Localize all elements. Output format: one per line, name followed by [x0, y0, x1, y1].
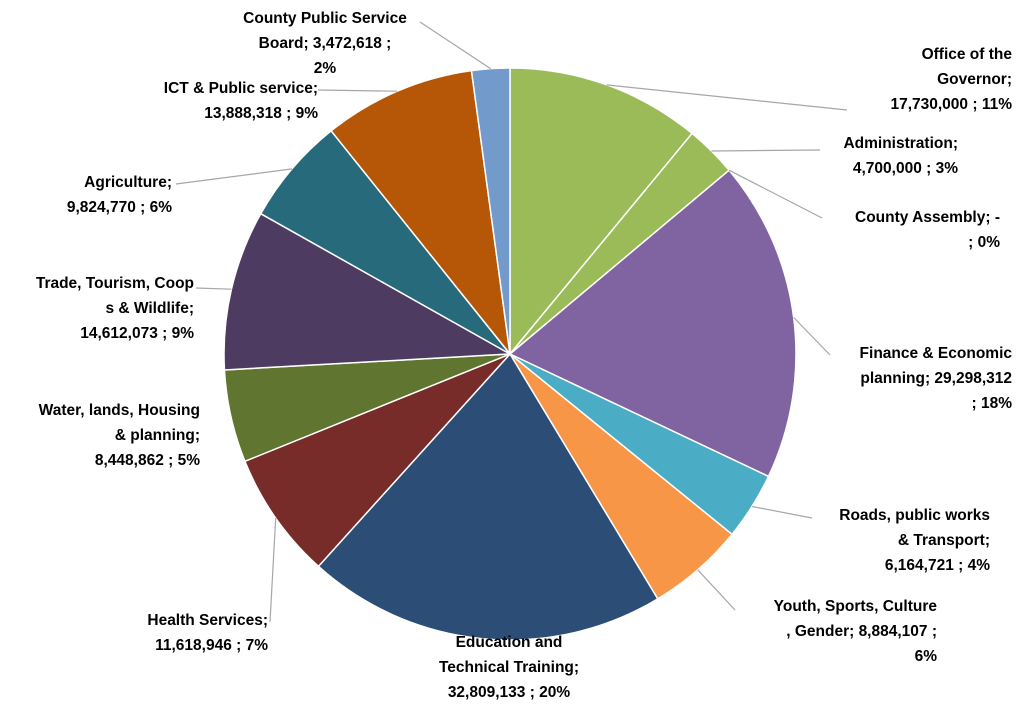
label-youth-sports-culture-gender: Youth, Sports, Culture , Gender; 8,884,1…	[773, 598, 937, 665]
label-health-services: Health Services; 11,618,946 ; 7%	[147, 612, 268, 654]
label-office-of-the-governor: Office of the Governor; 17,730,000 ; 11%	[890, 46, 1012, 113]
leader-line-youth-sports-culture-gender	[697, 569, 736, 611]
label-ict-public-service: ICT & Public service; 13,888,318 ; 9%	[163, 80, 318, 122]
leader-line-administration	[711, 149, 821, 152]
label-agriculture: Agriculture; 9,824,770 ; 6%	[66, 174, 172, 216]
label-administration: Administration; 4,700,000 ; 3%	[843, 135, 958, 177]
label-county-assembly: County Assembly; - ; 0%	[855, 209, 1000, 251]
leader-line-ict-public-service	[317, 89, 398, 92]
label-water-lands-housing-planning: Water, lands, Housing & planning; 8,448,…	[38, 402, 200, 469]
label-roads-public-works-transport: Roads, public works & Transport; 6,164,7…	[839, 507, 990, 574]
leader-line-health-services	[269, 517, 277, 623]
label-trade-tourism-coops-wildlife: Trade, Tourism, Coop s & Wildlife; 14,61…	[35, 275, 194, 342]
slice-ict-public-service	[330, 69, 512, 357]
leader-line-agriculture	[175, 168, 293, 185]
slice-education-technical-training	[317, 352, 659, 641]
leader-line-finance-economic-planning	[793, 317, 831, 356]
leader-line-office-of-the-governor	[606, 84, 848, 111]
leader-line-county-assembly	[728, 169, 823, 219]
label-education-technical-training: Education and Technical Training; 32,809…	[438, 634, 580, 701]
leader-line-county-public-service-board	[419, 21, 492, 70]
label-county-public-service-board: County Public Service Board; 3,472,618 ;…	[243, 10, 407, 77]
leader-line-trade-tourism-coops-wildlife	[195, 287, 232, 290]
slice-trade-tourism-coops-wildlife	[223, 212, 513, 371]
label-finance-economic-planning: Finance & Economic planning; 29,298,312 …	[859, 345, 1012, 412]
leader-line-roads-public-works-transport	[751, 505, 813, 519]
